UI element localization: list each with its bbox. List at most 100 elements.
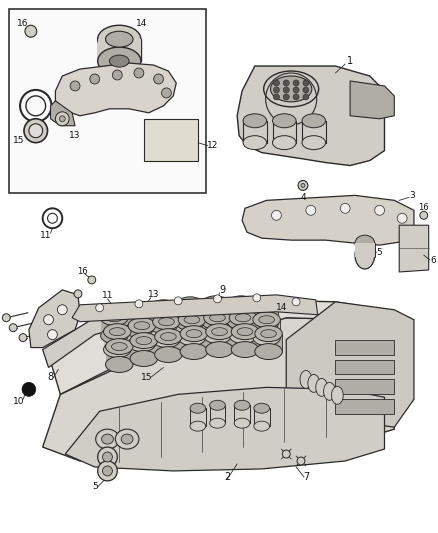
Ellipse shape xyxy=(182,301,198,309)
Ellipse shape xyxy=(106,314,122,322)
Ellipse shape xyxy=(155,329,182,345)
Text: 1: 1 xyxy=(347,56,353,66)
Polygon shape xyxy=(399,225,429,272)
Ellipse shape xyxy=(243,136,267,150)
Ellipse shape xyxy=(180,344,208,360)
Ellipse shape xyxy=(131,308,147,316)
Ellipse shape xyxy=(95,429,119,449)
Circle shape xyxy=(56,112,69,126)
Ellipse shape xyxy=(101,328,128,344)
Circle shape xyxy=(25,25,37,37)
Ellipse shape xyxy=(150,318,177,334)
Ellipse shape xyxy=(98,47,141,75)
Bar xyxy=(98,39,141,61)
Circle shape xyxy=(340,203,350,213)
Ellipse shape xyxy=(110,55,129,67)
Circle shape xyxy=(303,87,309,93)
Ellipse shape xyxy=(255,344,283,360)
Bar xyxy=(130,341,158,359)
Ellipse shape xyxy=(125,304,153,320)
Ellipse shape xyxy=(253,330,280,345)
Circle shape xyxy=(283,450,290,458)
Bar xyxy=(103,332,131,350)
Ellipse shape xyxy=(98,25,141,53)
Circle shape xyxy=(303,80,309,86)
Ellipse shape xyxy=(227,314,255,330)
Text: 13: 13 xyxy=(69,131,81,140)
Ellipse shape xyxy=(332,386,343,404)
Ellipse shape xyxy=(237,328,253,336)
Ellipse shape xyxy=(106,338,133,354)
Ellipse shape xyxy=(208,300,223,308)
Text: 15: 15 xyxy=(141,373,152,382)
Bar xyxy=(355,243,374,257)
Text: 14: 14 xyxy=(136,19,148,28)
Polygon shape xyxy=(56,63,176,116)
Bar xyxy=(210,405,226,423)
Bar xyxy=(336,379,394,394)
Bar xyxy=(206,332,233,350)
Bar xyxy=(272,121,296,143)
Text: 15: 15 xyxy=(13,136,25,145)
Ellipse shape xyxy=(153,314,180,330)
Circle shape xyxy=(2,314,10,322)
Circle shape xyxy=(283,87,289,93)
Circle shape xyxy=(95,304,103,312)
Circle shape xyxy=(272,211,281,220)
Ellipse shape xyxy=(153,332,180,348)
Circle shape xyxy=(44,315,53,325)
Ellipse shape xyxy=(178,312,206,328)
Ellipse shape xyxy=(128,336,155,352)
Ellipse shape xyxy=(264,71,319,107)
Ellipse shape xyxy=(259,316,275,324)
Bar xyxy=(9,10,206,193)
Bar xyxy=(251,306,279,324)
Circle shape xyxy=(397,213,407,223)
Bar xyxy=(336,360,394,375)
Ellipse shape xyxy=(271,76,312,102)
Ellipse shape xyxy=(111,343,127,351)
Circle shape xyxy=(273,94,279,100)
Ellipse shape xyxy=(202,314,229,330)
Circle shape xyxy=(48,330,57,340)
Ellipse shape xyxy=(355,241,374,269)
Ellipse shape xyxy=(316,378,328,397)
Ellipse shape xyxy=(234,400,250,410)
Circle shape xyxy=(154,74,163,84)
Ellipse shape xyxy=(308,375,320,392)
Bar xyxy=(125,312,153,330)
Circle shape xyxy=(24,119,48,143)
Ellipse shape xyxy=(102,434,113,444)
Bar xyxy=(144,119,198,160)
Circle shape xyxy=(303,94,309,100)
Bar xyxy=(229,318,257,336)
Ellipse shape xyxy=(155,304,171,312)
Ellipse shape xyxy=(210,418,226,428)
Circle shape xyxy=(298,181,308,190)
Ellipse shape xyxy=(98,447,117,467)
Polygon shape xyxy=(50,101,75,126)
Ellipse shape xyxy=(272,136,296,150)
Ellipse shape xyxy=(106,357,133,373)
Circle shape xyxy=(301,183,305,188)
Text: 13: 13 xyxy=(148,290,159,300)
Ellipse shape xyxy=(251,316,279,332)
Ellipse shape xyxy=(103,342,131,358)
Text: 6: 6 xyxy=(431,255,436,264)
Ellipse shape xyxy=(204,310,231,326)
Circle shape xyxy=(273,87,279,93)
Bar xyxy=(336,399,394,414)
Ellipse shape xyxy=(176,315,204,330)
Ellipse shape xyxy=(160,333,176,341)
Ellipse shape xyxy=(206,342,233,358)
Ellipse shape xyxy=(212,328,227,336)
Ellipse shape xyxy=(110,328,125,336)
Ellipse shape xyxy=(125,322,153,337)
Ellipse shape xyxy=(102,466,113,476)
Ellipse shape xyxy=(210,400,226,410)
Circle shape xyxy=(174,297,182,305)
Circle shape xyxy=(74,290,82,298)
Polygon shape xyxy=(65,387,385,471)
Text: 10: 10 xyxy=(13,397,25,406)
Text: 7: 7 xyxy=(303,472,309,482)
